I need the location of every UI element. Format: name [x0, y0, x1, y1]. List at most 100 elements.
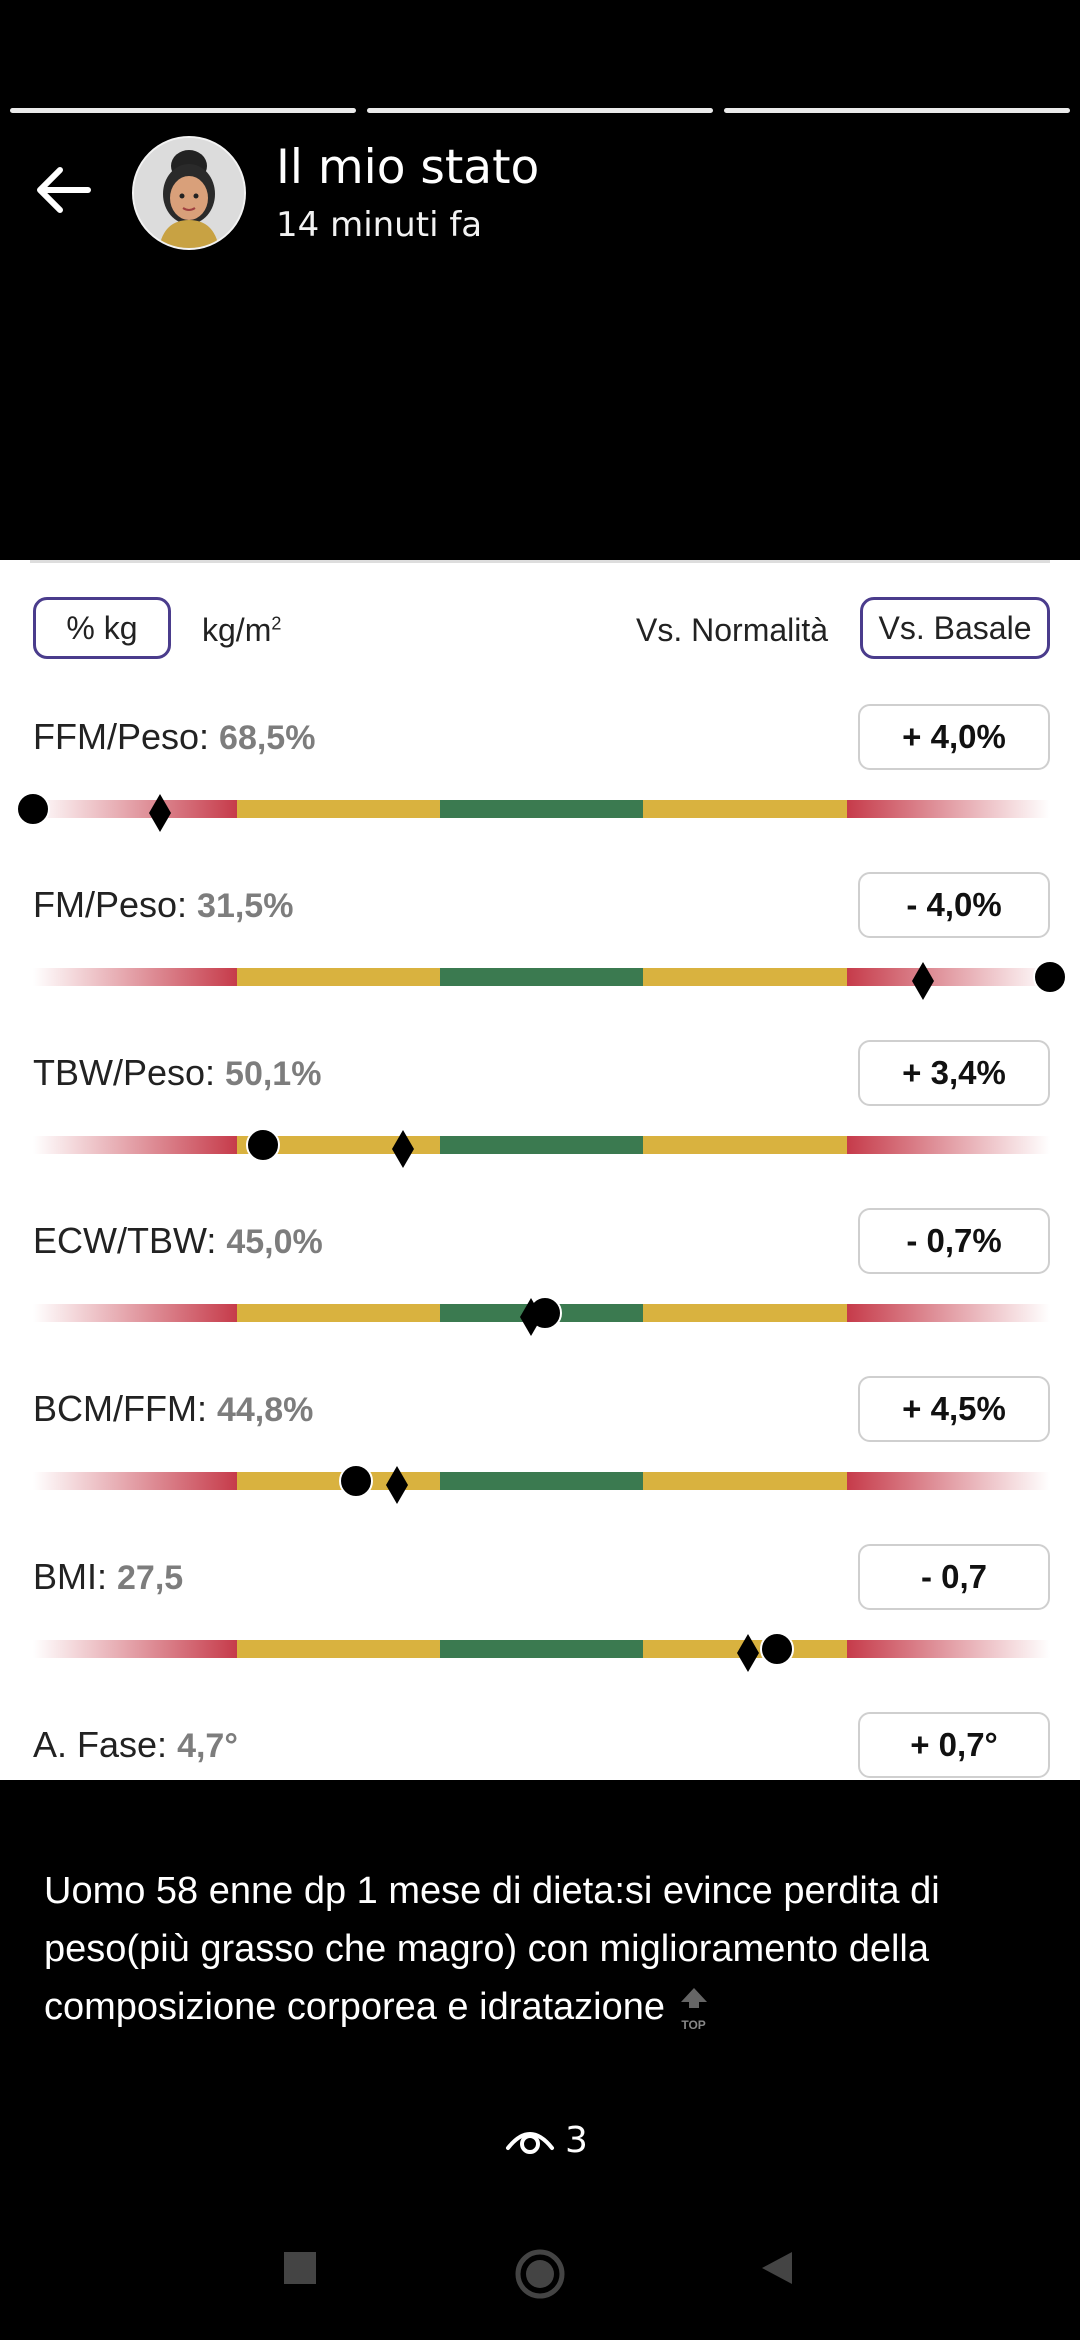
page-title: Il mio stato [276, 140, 540, 195]
nav-recents-button[interactable] [282, 2250, 318, 2290]
range-segment-grn [440, 800, 643, 818]
current-marker [149, 794, 172, 832]
range-segment-yel-r [643, 968, 847, 986]
metric-name: FM/Peso: [33, 884, 188, 925]
story-caption: Uomo 58 enne dp 1 mese di dieta:si evinc… [44, 1862, 1054, 2036]
range-segment-red-l [33, 1304, 237, 1322]
compare-toggle-normal[interactable]: Vs. Normalità [636, 612, 828, 649]
metric-label: BCM/FFM: 44,8% [33, 1388, 313, 1430]
metric-delta-badge: - 0,7 [858, 1544, 1050, 1610]
metric-name: FFM/Peso: [33, 716, 210, 757]
compare-toggle-basal[interactable]: Vs. Basale [860, 597, 1050, 659]
range-segment-grn [440, 968, 643, 986]
metric-value: 31,5% [197, 887, 294, 925]
story-progress-1 [10, 108, 356, 113]
eye-icon [506, 2131, 554, 2154]
avatar[interactable] [132, 136, 246, 250]
metric-delta-badge: + 4,5% [858, 1376, 1050, 1442]
range-bar [16, 792, 1050, 832]
range-segment-yel-l [237, 968, 440, 986]
metric-value: 27,5 [117, 1559, 184, 1597]
current-marker [911, 962, 934, 1000]
metric-label: FM/Peso: 31,5% [33, 884, 293, 926]
range-segment-yel-r [643, 1136, 847, 1154]
metric-label: FFM/Peso: 68,5% [33, 716, 315, 758]
range-segment-grn [440, 1472, 643, 1490]
panel-divider [30, 560, 1050, 563]
unit-toggle-percent-kg[interactable]: % kg [33, 597, 171, 659]
range-segment-yel-l [237, 1640, 440, 1658]
back-button[interactable] [30, 160, 100, 220]
timestamp: 14 minuti fa [276, 205, 483, 245]
range-bar [33, 960, 1067, 1000]
compare-toggle-basal-label: Vs. Basale [878, 609, 1032, 646]
metric-value: 44,8% [216, 1391, 314, 1429]
nav-back-button[interactable] [760, 2250, 794, 2290]
metric-label: ECW/TBW: 45,0% [33, 1220, 323, 1262]
story-progress-2 [367, 108, 713, 113]
range-bar [33, 1296, 1050, 1336]
range-bar [33, 1464, 1050, 1504]
story-progress-3 [724, 108, 1070, 113]
range-segment-red-l [33, 1136, 237, 1154]
metric-value: 45,0% [226, 1223, 323, 1261]
triangle-icon [762, 2252, 792, 2284]
views-count: 3 [565, 2120, 588, 2161]
range-segment-red-l [33, 1640, 237, 1658]
range-segment-red-l [33, 800, 237, 818]
unit-toggle-kg-m2-label: kg/m [202, 612, 272, 648]
metric-name: TBW/Peso: [33, 1052, 216, 1093]
range-segment-yel-r [643, 800, 847, 818]
baseline-marker [339, 1464, 374, 1498]
metric-label: BMI: 27,5 [33, 1556, 183, 1598]
metric-delta-badge: + 4,0% [858, 704, 1050, 770]
baseline-marker [760, 1632, 795, 1666]
range-segment-grn [440, 1640, 643, 1658]
unit-toggle-kg-m2[interactable]: kg/m2 [202, 612, 281, 649]
range-segment-red-r [847, 1640, 1050, 1658]
status-panel: % kg kg/m2 Vs. Normalità Vs. Basale FFM/… [0, 560, 1080, 1780]
square-icon [284, 2252, 316, 2284]
range-segment-red-r [847, 1304, 1050, 1322]
metric-name: ECW/TBW: [33, 1220, 217, 1261]
current-marker [520, 1298, 543, 1336]
scroll-top-label: TOP [681, 2017, 706, 2032]
avatar-image [134, 138, 244, 248]
metric-value: 4,7° [177, 1727, 238, 1765]
current-marker [392, 1130, 415, 1168]
compare-toggle-normal-label: Vs. Normalità [636, 612, 829, 648]
baseline-marker [1033, 960, 1067, 994]
range-segment-grn [440, 1136, 643, 1154]
range-segment-yel-l [237, 1304, 440, 1322]
range-segment-red-r [847, 1136, 1050, 1154]
nav-home-button[interactable] [514, 2248, 566, 2304]
range-segment-red-r [847, 1472, 1050, 1490]
circle-icon [515, 2249, 565, 2299]
metric-delta-badge: - 4,0% [858, 872, 1050, 938]
metric-delta-badge: + 0,7° [858, 1712, 1050, 1778]
story-caption-text: Uomo 58 enne dp 1 mese di dieta:si evinc… [44, 1870, 940, 2028]
metric-delta-badge: - 0,7% [858, 1208, 1050, 1274]
current-marker [386, 1466, 409, 1504]
range-segment-yel-l [237, 800, 440, 818]
baseline-marker [16, 792, 50, 826]
range-bar [33, 1632, 1050, 1672]
current-marker [736, 1634, 759, 1672]
baseline-marker [245, 1128, 280, 1162]
metric-name: BMI: [33, 1556, 108, 1597]
metric-label: TBW/Peso: 50,1% [33, 1052, 321, 1094]
range-bar [33, 1128, 1050, 1168]
range-segment-red-l [33, 968, 237, 986]
metric-value: 50,1% [225, 1055, 322, 1093]
range-segment-yel-r [643, 1472, 847, 1490]
metric-name: A. Fase: [33, 1724, 168, 1765]
views-counter[interactable]: 3 [505, 2120, 588, 2161]
range-segment-red-r [847, 800, 1050, 818]
range-segment-red-r [847, 968, 1050, 986]
range-segment-red-l [33, 1472, 237, 1490]
metric-label: A. Fase: 4,7° [33, 1724, 238, 1766]
range-segment-yel-l [237, 1136, 440, 1154]
unit-toggle-percent-kg-label: % kg [66, 609, 138, 646]
metric-value: 68,5% [219, 719, 316, 757]
scroll-top-icon[interactable]: TOP [676, 1986, 712, 2032]
